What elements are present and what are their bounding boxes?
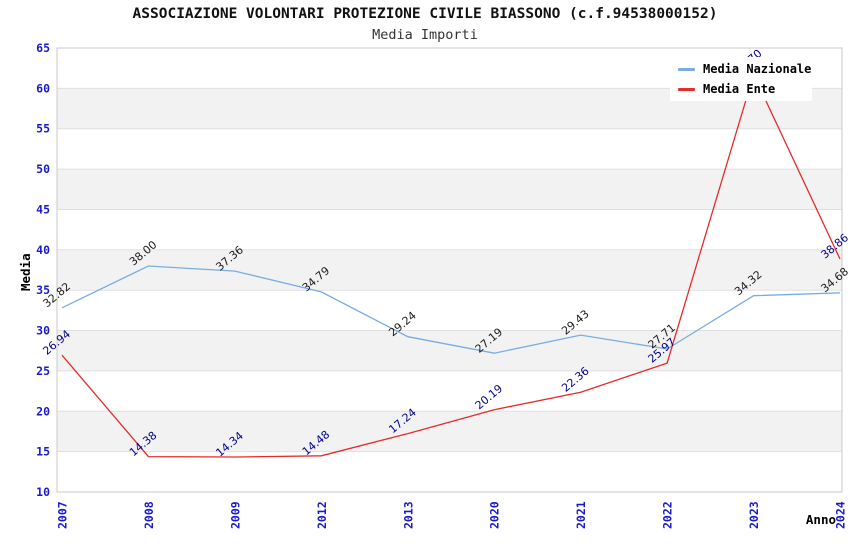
chart-subtitle: Media Importi [372,27,478,43]
y-tick-label: 10 [36,485,50,499]
x-tick-label: 2023 [747,501,761,529]
x-tick-label: 2007 [56,501,70,529]
x-tick-label: 2008 [142,501,156,529]
grid-band [57,249,842,291]
y-tick-label: 35 [36,283,50,297]
grid-band [57,169,842,210]
legend-item-media-ente: Media Ente [670,82,812,96]
grid-band [57,209,842,250]
x-tick-label: 2022 [661,501,675,529]
y-tick-label: 20 [36,404,50,418]
grid-band [57,128,842,170]
legend-label: Media Ente [703,82,776,96]
legend-label: Media Nazionale [703,62,812,76]
grid-band [57,411,842,452]
series-line-media-ente [61,72,841,458]
y-tick-label: 45 [36,203,50,217]
plot-border [56,47,843,493]
x-axis-title: Anno [806,512,836,527]
x-tick-label: 2009 [228,501,242,529]
y-tick-label: 25 [36,364,50,378]
grid-band [57,370,842,412]
x-tick-label: 2013 [401,501,415,529]
y-tick-label: 30 [36,324,50,338]
y-tick-label: 50 [36,162,50,176]
legend-swatch-blue-line-icon [678,67,695,71]
legend: Media Nazionale Media Ente [670,57,812,101]
series-line-media-nazionale [61,265,841,354]
x-tick-label: 2020 [488,501,502,529]
y-tick-label: 40 [36,243,50,257]
grid-band [57,330,842,371]
grid-band [57,451,842,492]
y-tick-label: 55 [36,122,50,136]
x-tick-label: 2021 [574,501,588,529]
y-tick-label: 60 [36,81,50,95]
y-axis-title: Media [18,253,33,291]
x-tick-label: 2012 [315,501,329,529]
y-tick-label: 15 [36,445,50,459]
legend-swatch-red-line-icon [678,87,695,91]
chart-title: ASSOCIAZIONE VOLONTARI PROTEZIONE CIVILE… [132,6,718,22]
x-tick-label: 2024 [834,501,848,529]
y-tick-label: 65 [36,41,50,55]
legend-item-media-nazionale: Media Nazionale [670,62,812,76]
grid-band [57,290,842,331]
